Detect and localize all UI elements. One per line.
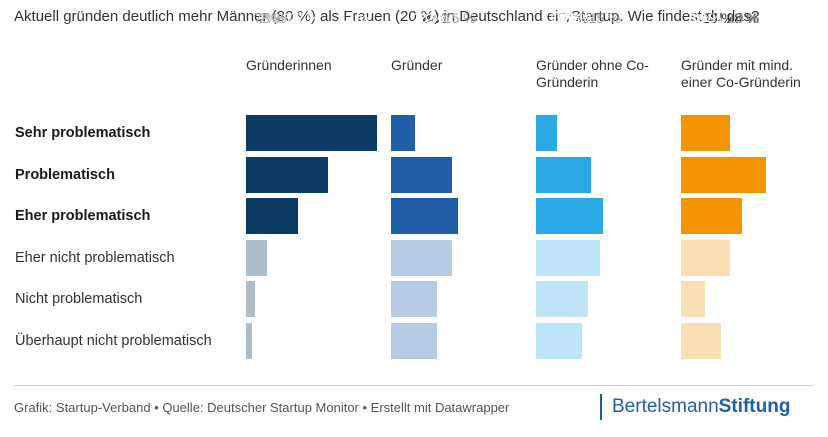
bar <box>681 156 767 193</box>
bar <box>536 239 601 276</box>
data-label: 16 % <box>689 10 722 26</box>
data-label: 15 % <box>443 10 476 26</box>
data-label: 15 % <box>588 10 621 26</box>
footer-credits: Grafik: Startup-Verband • Quelle: Deutsc… <box>14 400 510 415</box>
bar <box>246 239 268 276</box>
footer-divider <box>14 385 814 386</box>
data-label: 16 % <box>689 10 722 26</box>
bar <box>246 115 378 151</box>
bar <box>391 156 452 193</box>
bar <box>391 281 437 317</box>
data-label: 17 % <box>257 10 290 26</box>
data-label: 8 % <box>422 10 447 26</box>
data-label: 43 % <box>337 10 370 26</box>
data-label: 18 % <box>550 10 583 26</box>
category-label: Eher nicht problematisch <box>15 249 175 266</box>
series-header: Gründer ohne Co-Gründerin <box>536 57 649 90</box>
bar <box>536 115 558 151</box>
data-label: 3 % <box>262 10 287 26</box>
category-label: Problematisch <box>15 166 115 183</box>
data-label: 13 % <box>727 10 760 26</box>
category-label: Nicht problematisch <box>15 291 143 307</box>
bar <box>246 198 298 234</box>
data-label: 22 % <box>563 10 596 26</box>
bar <box>391 115 416 151</box>
data-label: 21 % <box>560 10 593 26</box>
bar <box>536 156 591 193</box>
chart-title: Aktuell gründen deutlich mehr Männer (80… <box>14 8 760 25</box>
bar <box>536 322 582 359</box>
category-label: Sehr problematisch <box>15 125 151 141</box>
data-label: 22 % <box>418 10 451 26</box>
series-header: Gründerinnen <box>246 57 332 73</box>
bar <box>681 239 730 276</box>
series-header: Gründer <box>391 57 443 73</box>
category-label: Überhaupt nicht problematisch <box>15 332 212 349</box>
brand-logo-bar <box>600 394 602 420</box>
bar <box>391 322 437 359</box>
bar <box>246 281 256 317</box>
brand-logo: BertelsmannStiftung <box>600 392 790 422</box>
brand-logo-text: BertelsmannStiftung <box>612 396 791 417</box>
bar <box>246 156 329 193</box>
bar <box>246 322 253 359</box>
bar <box>536 281 588 317</box>
data-label: 20 % <box>702 10 734 26</box>
data-label: 27 % <box>288 10 321 26</box>
bar <box>536 198 604 234</box>
data-label: 17 % <box>547 10 580 26</box>
series-header: Gründer mit mind. einer Co-Gründerin <box>681 57 801 90</box>
data-label: 2 % <box>259 10 284 26</box>
bar <box>391 239 452 276</box>
bar <box>681 198 742 234</box>
data-label: 20 % <box>412 10 444 26</box>
bar <box>681 281 706 317</box>
category-label: Eher problematisch <box>15 208 151 224</box>
bar <box>391 198 459 234</box>
data-label: 8 % <box>689 10 714 26</box>
data-label: 15 % <box>443 10 476 26</box>
bar <box>681 322 721 359</box>
bar <box>681 115 730 151</box>
data-label: 28 % <box>726 10 759 26</box>
data-label: 7 % <box>564 10 589 26</box>
data-label: 7 % <box>254 10 279 26</box>
data-label: 20 % <box>412 10 444 26</box>
